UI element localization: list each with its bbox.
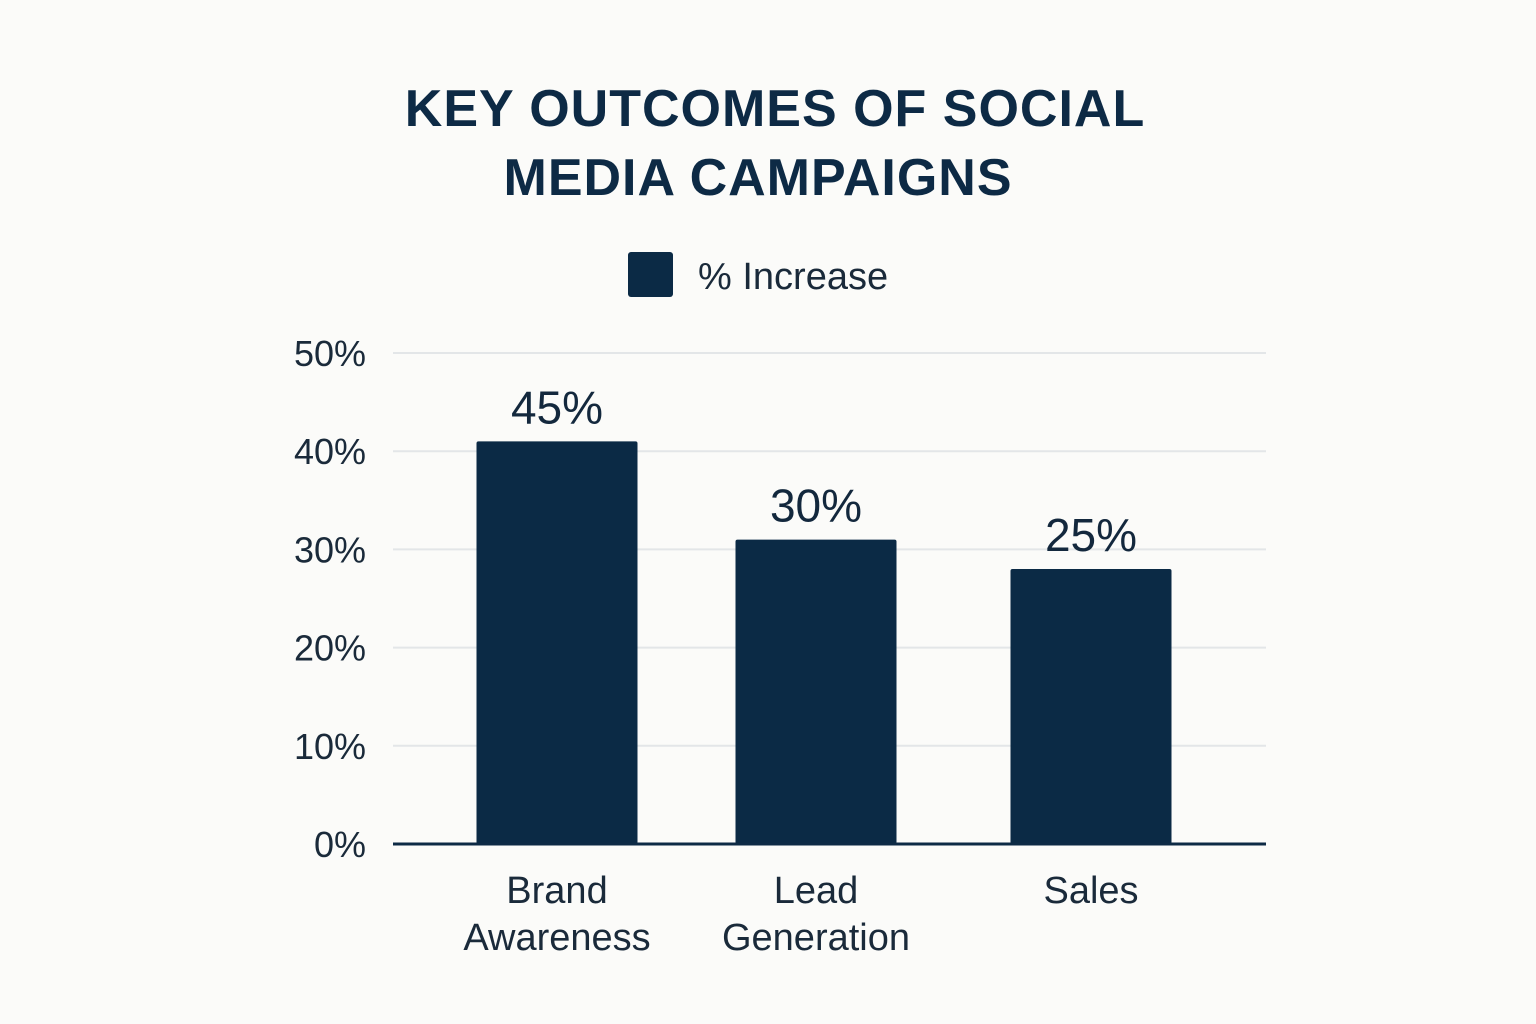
legend-label: % Increase xyxy=(698,256,888,298)
y-tick-label: 20% xyxy=(294,628,366,669)
bar xyxy=(1010,569,1172,844)
x-category-label: Sales xyxy=(1043,870,1138,912)
bar xyxy=(476,441,638,844)
data-label: 30% xyxy=(770,480,862,532)
x-category-label: Lead xyxy=(774,870,859,912)
data-label: 45% xyxy=(511,381,603,433)
x-category-label: Awareness xyxy=(463,917,650,959)
y-tick-label: 40% xyxy=(294,431,366,472)
y-tick-label: 50% xyxy=(294,333,366,374)
y-tick-label: 30% xyxy=(294,529,366,570)
data-label: 25% xyxy=(1045,509,1137,561)
x-category-label: Generation xyxy=(722,917,910,959)
y-tick-label: 10% xyxy=(294,726,366,767)
chart-title-line-2: MEDIA CAMPAIGNS xyxy=(504,149,1013,207)
legend-swatch xyxy=(628,252,673,297)
y-tick-label: 0% xyxy=(314,824,366,865)
chart-title-line-1: KEY OUTCOMES OF SOCIAL xyxy=(405,80,1145,138)
x-category-label: Brand xyxy=(506,870,607,912)
bar xyxy=(735,539,897,844)
